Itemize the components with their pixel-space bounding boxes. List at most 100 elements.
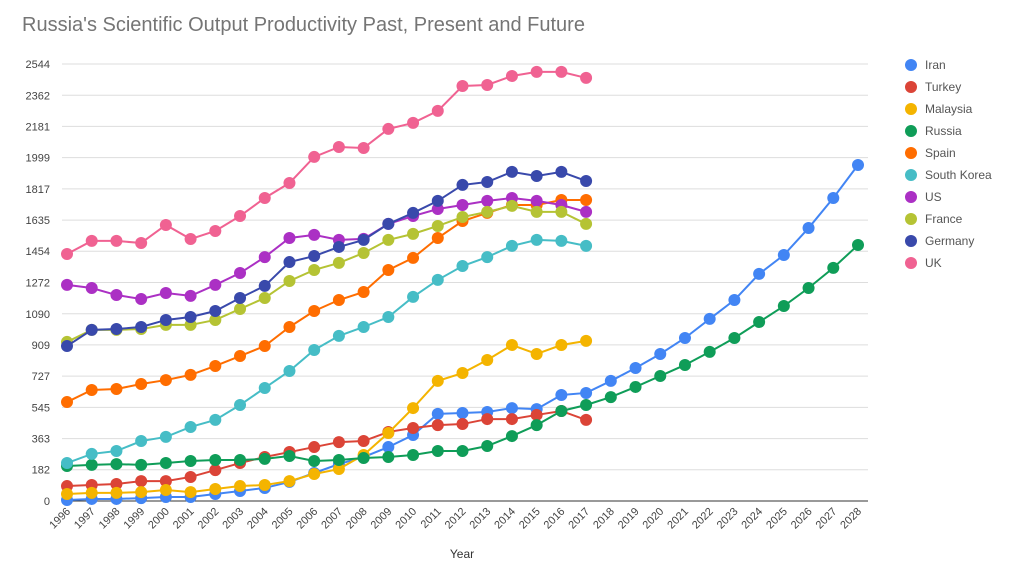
data-point xyxy=(184,486,197,499)
data-point xyxy=(110,234,123,247)
x-tick-label: 1997 xyxy=(72,506,98,532)
data-point xyxy=(234,453,247,466)
legend-label: Turkey xyxy=(925,80,961,94)
data-point xyxy=(407,116,420,129)
x-tick-label: 2025 xyxy=(764,506,790,532)
x-tick-label: 2008 xyxy=(344,506,370,532)
legend-marker xyxy=(905,213,917,225)
data-point xyxy=(456,445,469,458)
data-point xyxy=(456,79,469,92)
x-tick-label: 2018 xyxy=(591,506,617,532)
data-point xyxy=(481,251,494,264)
data-point xyxy=(110,477,123,490)
y-tick-label: 1272 xyxy=(26,278,50,290)
data-point xyxy=(308,454,321,467)
x-tick-label: 2007 xyxy=(319,506,345,532)
data-point xyxy=(135,292,148,305)
data-point xyxy=(382,426,395,439)
legend-label: Spain xyxy=(925,146,956,160)
data-point xyxy=(209,305,222,318)
x-tick-label: 2003 xyxy=(220,506,246,532)
x-tick-label: 2023 xyxy=(715,506,741,532)
data-point xyxy=(481,176,494,189)
data-point xyxy=(332,294,345,307)
data-point xyxy=(85,234,98,247)
legend-marker xyxy=(905,125,917,137)
data-point xyxy=(308,468,321,481)
data-point xyxy=(456,418,469,431)
data-point xyxy=(505,199,518,212)
data-point xyxy=(332,256,345,269)
data-point xyxy=(481,440,494,453)
data-point xyxy=(159,430,172,443)
legend-marker xyxy=(905,103,917,115)
data-point xyxy=(61,340,73,353)
data-point xyxy=(283,256,296,269)
data-point xyxy=(283,232,296,245)
data-point xyxy=(135,320,148,333)
data-point xyxy=(604,374,617,387)
data-point xyxy=(530,419,543,432)
data-point xyxy=(728,294,741,307)
data-point xyxy=(332,463,345,476)
data-point xyxy=(431,445,444,458)
data-point xyxy=(184,311,197,324)
data-point xyxy=(234,480,247,493)
data-point xyxy=(580,205,593,218)
data-point xyxy=(382,217,395,230)
data-point xyxy=(332,140,345,153)
data-point xyxy=(407,421,420,434)
data-point xyxy=(431,407,444,420)
data-point xyxy=(308,228,321,241)
x-tick-label: 2020 xyxy=(641,506,667,532)
data-point xyxy=(135,378,148,391)
data-point xyxy=(85,486,98,499)
y-tick-label: 1635 xyxy=(26,215,50,227)
series-line-us xyxy=(66,196,587,301)
data-point xyxy=(802,281,815,294)
data-point xyxy=(505,402,518,415)
data-point xyxy=(209,413,222,426)
legend-label: France xyxy=(925,212,963,226)
data-point xyxy=(505,165,518,178)
data-point xyxy=(555,205,568,218)
x-tick-label: 2002 xyxy=(196,506,222,532)
data-point xyxy=(530,65,543,78)
data-point xyxy=(85,384,98,397)
data-point xyxy=(85,281,98,294)
data-point xyxy=(580,194,593,207)
data-point xyxy=(209,359,222,372)
data-point xyxy=(209,482,222,495)
y-tick-label: 0 xyxy=(44,496,50,508)
y-tick-label: 182 xyxy=(32,465,50,477)
y-tick-label: 1090 xyxy=(26,309,50,321)
y-tick-label: 1817 xyxy=(26,184,50,196)
data-point xyxy=(654,369,667,382)
data-point xyxy=(505,413,518,426)
data-point xyxy=(357,452,370,465)
data-point xyxy=(283,364,296,377)
data-point xyxy=(777,300,790,313)
x-tick-label: 2010 xyxy=(393,506,419,532)
data-point xyxy=(258,251,271,264)
data-point xyxy=(283,449,296,462)
data-point xyxy=(456,199,469,212)
data-point xyxy=(407,206,420,219)
data-point xyxy=(555,65,568,78)
data-point xyxy=(234,350,247,363)
data-point xyxy=(580,398,593,411)
data-point xyxy=(110,445,123,458)
data-point xyxy=(258,340,271,353)
x-tick-label: 2012 xyxy=(443,506,469,532)
legend-label: US xyxy=(925,190,942,204)
data-point xyxy=(407,227,420,240)
x-tick-label: 2006 xyxy=(295,506,321,532)
series-line-germany xyxy=(66,170,587,347)
legend-label: Germany xyxy=(925,234,974,248)
data-point xyxy=(110,383,123,396)
data-point xyxy=(431,232,444,245)
data-point xyxy=(703,312,716,325)
data-point xyxy=(407,448,420,461)
data-point xyxy=(308,441,321,454)
data-point xyxy=(382,441,395,454)
